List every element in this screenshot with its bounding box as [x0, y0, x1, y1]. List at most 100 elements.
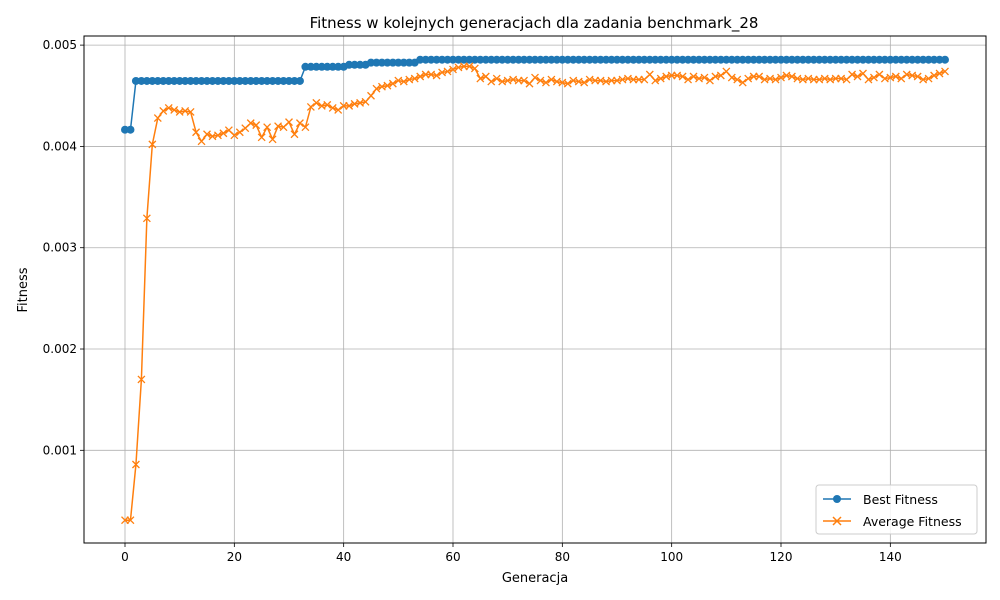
- average-fitness-point: [487, 77, 496, 86]
- best-fitness-point: [607, 55, 616, 64]
- best-fitness-point: [787, 55, 796, 64]
- average-fitness-point: [744, 74, 753, 83]
- best-fitness-point: [345, 60, 354, 69]
- best-fitness-point: [738, 55, 747, 64]
- best-fitness-point: [760, 55, 769, 64]
- x-axis-label: Generacja: [502, 571, 568, 586]
- average-fitness-point: [126, 516, 135, 525]
- average-fitness-point: [531, 73, 539, 82]
- best-fitness-point: [416, 55, 425, 64]
- best-fitness-point: [263, 76, 272, 85]
- best-fitness-point: [809, 55, 818, 64]
- average-fitness-point: [257, 133, 266, 142]
- best-fitness-point: [350, 60, 359, 69]
- average-fitness-point: [186, 108, 195, 116]
- best-fitness-point: [148, 76, 157, 85]
- legend-box: [815, 484, 978, 535]
- legend-average-label: Average Fitness: [863, 514, 962, 529]
- average-fitness-point: [771, 75, 780, 84]
- best-fitness-point: [317, 62, 326, 71]
- average-fitness-point: [875, 70, 884, 79]
- average-fitness-point: [388, 79, 397, 88]
- average-fitness-point: [131, 460, 140, 469]
- x-tick-label: 140: [879, 550, 902, 564]
- y-tick-label: 0.004: [43, 139, 77, 153]
- average-fitness-point: [230, 131, 239, 140]
- best-fitness-point: [334, 62, 343, 71]
- grid-layer: [84, 36, 986, 543]
- average-fitness-point: [853, 72, 862, 81]
- average-fitness-point: [449, 65, 457, 74]
- x-tick-label: 40: [336, 550, 351, 564]
- average-fitness-point: [476, 74, 485, 83]
- average-fitness-point: [372, 84, 381, 93]
- best-fitness-point: [842, 55, 851, 64]
- average-fitness-point: [727, 73, 736, 82]
- average-fitness-point: [301, 123, 310, 132]
- average-fitness-point: [443, 67, 452, 76]
- best-fitness-point: [558, 55, 567, 64]
- best-fitness-point: [137, 76, 146, 85]
- best-fitness-point: [328, 62, 337, 71]
- average-fitness-point: [410, 74, 419, 83]
- average-fitness-point: [219, 129, 228, 138]
- best-fitness-point: [804, 55, 813, 64]
- best-fitness-point: [246, 76, 255, 85]
- average-fitness-point: [252, 121, 261, 130]
- best-fitness-point: [492, 55, 501, 64]
- average-fitness-point: [465, 62, 474, 71]
- best-fitness-point: [126, 125, 135, 134]
- x-tick-label: 100: [660, 550, 683, 564]
- average-fitness-point: [432, 71, 441, 80]
- x-tick-label: 80: [555, 550, 570, 564]
- best-fitness-point: [935, 55, 944, 64]
- average-fitness-point: [536, 76, 545, 85]
- x-tick-label: 120: [770, 550, 793, 564]
- best-fitness-point: [121, 125, 129, 134]
- tick-layer: 0 20 40 60 80 100 120 140 0.001 0.002 0.003 0.004 0.…: [43, 38, 902, 564]
- y-tick-label: 0.002: [43, 342, 77, 356]
- legend-average-marker: [832, 516, 842, 526]
- average-fitness-point: [755, 72, 764, 81]
- best-fitness-point: [837, 55, 846, 64]
- best-fitness-point: [131, 76, 140, 85]
- best-fitness-point: [755, 55, 764, 64]
- average-fitness-point: [383, 81, 392, 90]
- average-fitness-point: [235, 128, 244, 137]
- best-fitness-point: [771, 55, 780, 64]
- average-fitness-point: [716, 71, 725, 80]
- y-axis-label: Fitness: [16, 267, 31, 312]
- best-fitness-point: [443, 55, 452, 64]
- best-fitness-point: [541, 55, 550, 64]
- average-fitness-point: [705, 76, 714, 85]
- average-fitness-point: [268, 135, 277, 144]
- best-fitness-point: [853, 55, 862, 64]
- best-fitness-point: [919, 55, 928, 64]
- average-fitness-point: [399, 77, 408, 86]
- best-fitness-point: [459, 55, 468, 64]
- average-fitness-point: [547, 75, 556, 84]
- legend-best-marker: [833, 495, 841, 503]
- best-fitness-point: [563, 55, 572, 64]
- best-fitness-point: [449, 55, 457, 64]
- best-fitness-point: [875, 55, 884, 64]
- x-tick-label: 0: [121, 550, 129, 564]
- y-tick-label: 0.005: [43, 38, 77, 52]
- average-fitness-point: [848, 70, 857, 79]
- average-fitness-point: [328, 103, 337, 112]
- best-fitness-point: [197, 76, 206, 85]
- best-fitness-point: [377, 58, 386, 67]
- x-tick-label: 60: [445, 550, 460, 564]
- average-fitness-point: [897, 74, 906, 83]
- average-fitness-point: [197, 137, 206, 146]
- best-fitness-point: [203, 76, 211, 85]
- average-fitness-point: [213, 131, 222, 140]
- average-fitness-point: [651, 76, 660, 85]
- best-fitness-point: [301, 62, 310, 71]
- legend: Best Fitness Average Fitness: [815, 484, 978, 535]
- best-fitness-point: [711, 55, 720, 64]
- best-fitness-point: [924, 55, 933, 64]
- plot-frame: [83, 35, 987, 544]
- best-fitness-point: [886, 55, 895, 64]
